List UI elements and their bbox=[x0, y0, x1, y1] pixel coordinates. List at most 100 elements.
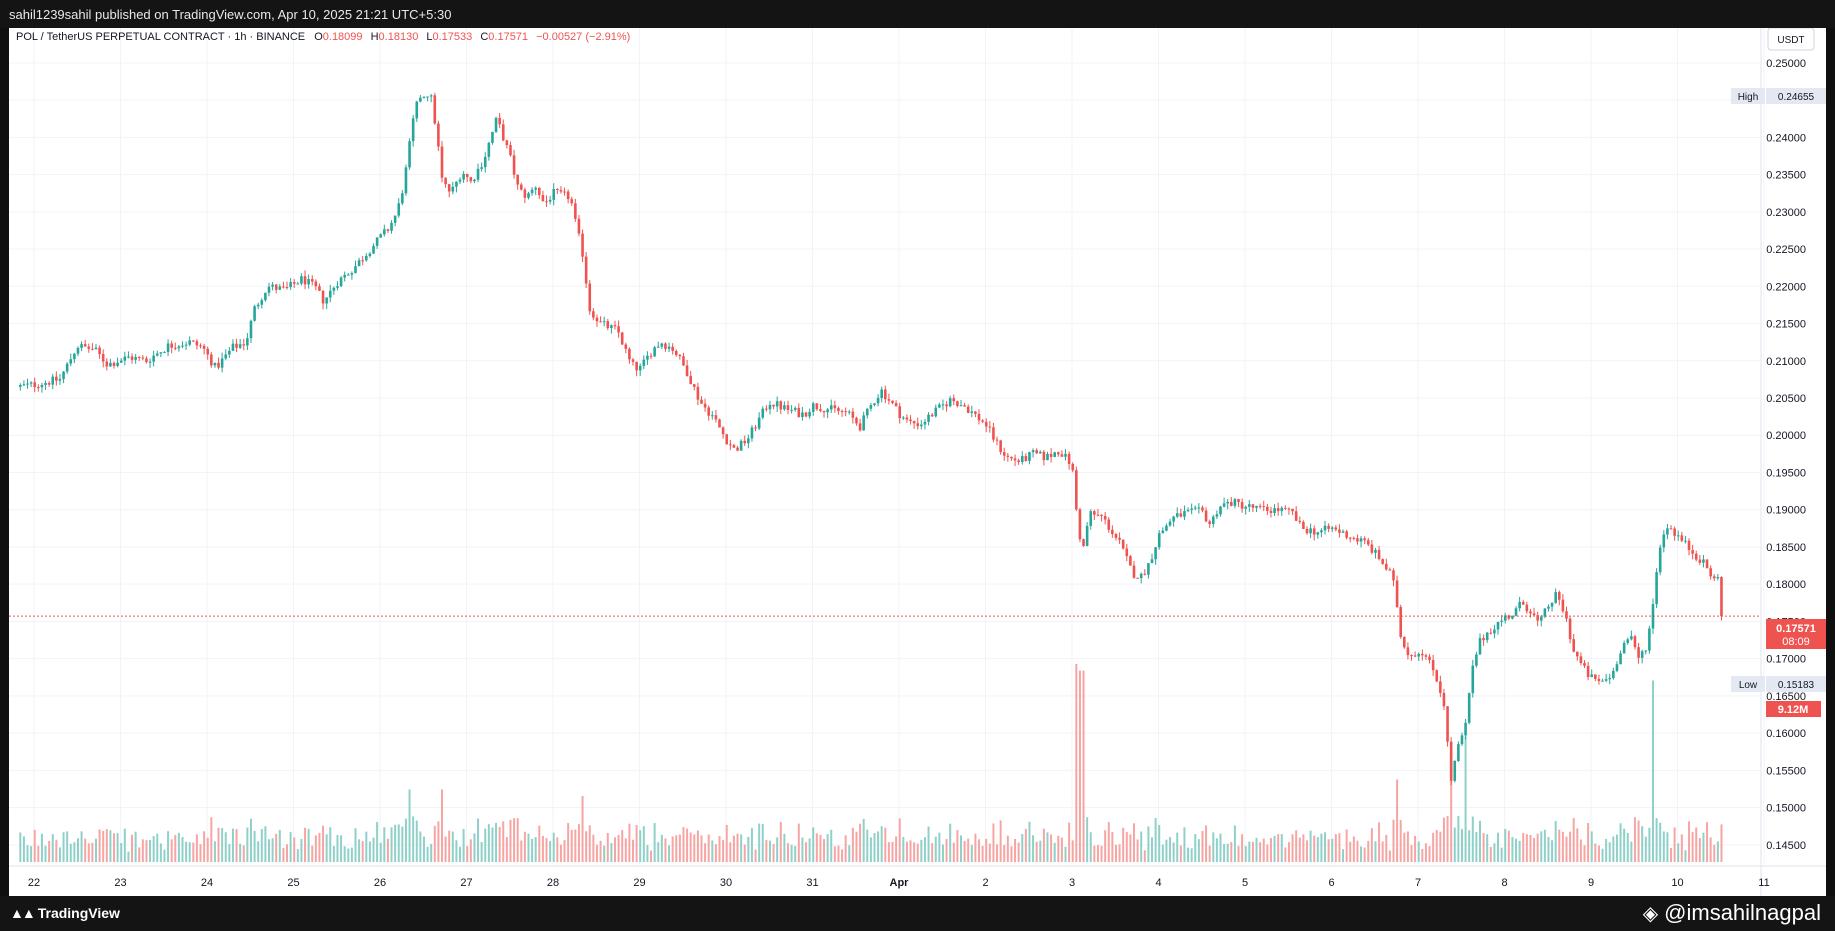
volume-bar bbox=[563, 840, 566, 862]
candle-body bbox=[1258, 505, 1262, 507]
candle-body bbox=[1204, 510, 1208, 522]
volume-bar bbox=[55, 839, 58, 862]
volume-bar bbox=[239, 843, 242, 862]
volume-bar bbox=[974, 833, 977, 862]
candle-body bbox=[235, 343, 238, 348]
volume-bar bbox=[159, 843, 162, 862]
candle-body bbox=[1576, 651, 1579, 657]
candle-body bbox=[966, 406, 970, 413]
volume-bar bbox=[1504, 828, 1507, 862]
volume-bar bbox=[1197, 839, 1200, 862]
candle-body bbox=[635, 361, 638, 371]
candle-body bbox=[1669, 528, 1673, 530]
candle-body bbox=[498, 117, 501, 125]
volume-bar bbox=[383, 827, 386, 862]
volume-bar bbox=[909, 840, 912, 862]
candle-body bbox=[242, 344, 246, 346]
currency-button[interactable]: USDT bbox=[1767, 27, 1815, 51]
volume-bar bbox=[1464, 736, 1467, 862]
candle-body bbox=[656, 346, 660, 348]
volume-bar bbox=[1450, 756, 1453, 862]
volume-bar bbox=[376, 821, 379, 862]
candle-body bbox=[747, 438, 750, 444]
chart-frame[interactable]: 0.250000.245000.240000.235000.230000.225… bbox=[9, 27, 1826, 896]
candle-body bbox=[736, 447, 739, 451]
candlestick-chart[interactable]: 0.250000.245000.240000.235000.230000.225… bbox=[9, 27, 1826, 896]
volume-bar bbox=[332, 845, 335, 862]
candle-body bbox=[1536, 615, 1539, 621]
volume-bar bbox=[1709, 837, 1712, 862]
price-axis[interactable]: 0.250000.245000.240000.235000.230000.225… bbox=[1766, 58, 1806, 852]
candle-body bbox=[1684, 540, 1687, 542]
candle-body bbox=[37, 387, 40, 389]
candle-body bbox=[592, 311, 595, 318]
volume-bar bbox=[58, 847, 61, 862]
candle-body bbox=[29, 382, 33, 384]
volume-bar bbox=[495, 822, 498, 862]
volume-bar bbox=[996, 844, 999, 862]
volume-bar bbox=[473, 833, 476, 862]
volume-bar bbox=[134, 831, 137, 862]
volume-bar bbox=[1533, 837, 1536, 862]
candle-body bbox=[729, 444, 732, 446]
volume-bar bbox=[877, 831, 880, 862]
symbol-title[interactable]: POL / TetherUS PERPETUAL CONTRACT · 1h ·… bbox=[16, 31, 305, 43]
candle-body bbox=[375, 237, 379, 246]
volume-bar bbox=[851, 827, 854, 862]
candle-body bbox=[426, 96, 429, 98]
volume-bar bbox=[1212, 832, 1215, 862]
volume-bar bbox=[1169, 836, 1172, 862]
volume-bar bbox=[235, 829, 238, 862]
volume-bar bbox=[1680, 834, 1683, 862]
price-tick-label: 0.25000 bbox=[1766, 58, 1806, 70]
volume-bar bbox=[707, 834, 710, 862]
volume-bar bbox=[592, 834, 595, 862]
volume-bar bbox=[859, 823, 862, 862]
volume-bar bbox=[1305, 840, 1308, 862]
volume-bar bbox=[534, 837, 537, 862]
time-axis[interactable]: 22 23 24 25 26 27 28 29 30 31 Apr 2 3 4 5 6 7 8 9 10 11 bbox=[28, 877, 1770, 889]
candle-body bbox=[332, 287, 336, 291]
volume-bar bbox=[1154, 817, 1157, 862]
volume-bar bbox=[711, 840, 714, 862]
candle-body bbox=[527, 193, 530, 198]
candle-body bbox=[1449, 741, 1453, 781]
volume-bar bbox=[1082, 670, 1085, 862]
candle-body bbox=[1266, 506, 1269, 511]
volume-bar bbox=[747, 836, 750, 862]
candle-body bbox=[1478, 637, 1482, 655]
volume-bar bbox=[599, 840, 602, 862]
candle-body bbox=[797, 407, 801, 418]
candle-body bbox=[1132, 565, 1136, 578]
tradingview-logo[interactable]: ▲▲ TradingView bbox=[10, 905, 120, 921]
candle-body bbox=[1406, 647, 1410, 656]
volume-bar bbox=[325, 834, 328, 862]
volume-bar bbox=[127, 851, 130, 862]
candle-body bbox=[1698, 559, 1702, 563]
volume-bar bbox=[1147, 826, 1150, 862]
candle-body bbox=[1284, 507, 1287, 509]
volume-bar bbox=[743, 844, 746, 862]
candle-body bbox=[1193, 507, 1197, 509]
candle-body bbox=[1644, 650, 1648, 652]
high-marker-label: High bbox=[1738, 92, 1759, 103]
volume-bar bbox=[170, 839, 173, 862]
volume-bar bbox=[668, 845, 671, 862]
volume-bar bbox=[923, 837, 926, 862]
candle-body bbox=[314, 281, 318, 287]
candle-body bbox=[855, 417, 858, 424]
volume-bar bbox=[1417, 841, 1420, 862]
tradingview-brand: TradingView bbox=[37, 905, 120, 921]
candle-body bbox=[1237, 499, 1240, 503]
candle-body bbox=[1107, 519, 1111, 530]
candle-body bbox=[819, 409, 822, 411]
candle-body bbox=[145, 358, 148, 363]
volume-bar bbox=[1140, 831, 1143, 862]
candle-body bbox=[721, 427, 725, 435]
volume-bar bbox=[992, 823, 995, 862]
volume-bar bbox=[94, 838, 97, 862]
volume-bar bbox=[84, 838, 87, 862]
candle-body bbox=[300, 276, 303, 284]
candle-body bbox=[1046, 453, 1049, 461]
candle-body bbox=[181, 345, 184, 347]
